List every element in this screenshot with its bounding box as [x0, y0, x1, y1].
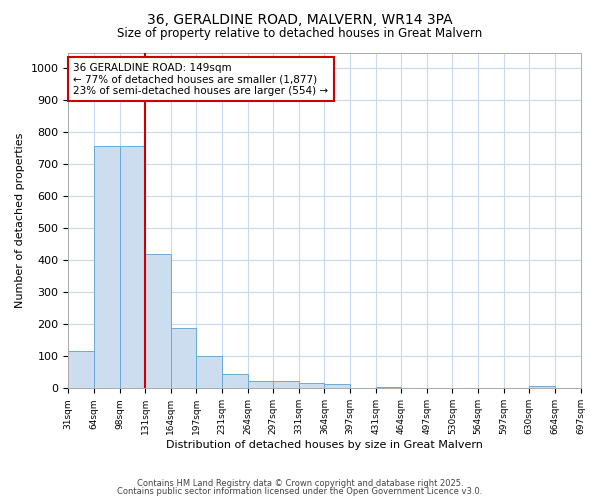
Text: Contains public sector information licensed under the Open Government Licence v3: Contains public sector information licen… [118, 487, 482, 496]
Y-axis label: Number of detached properties: Number of detached properties [15, 132, 25, 308]
Bar [145, 254, 171, 388]
Bar [119, 146, 145, 388]
Bar [196, 356, 222, 388]
Bar [325, 384, 350, 388]
Bar [68, 350, 94, 389]
Bar [222, 374, 248, 388]
Bar [529, 386, 555, 388]
Text: 36, GERALDINE ROAD, MALVERN, WR14 3PA: 36, GERALDINE ROAD, MALVERN, WR14 3PA [147, 12, 453, 26]
Text: 36 GERALDINE ROAD: 149sqm
← 77% of detached houses are smaller (1,877)
23% of se: 36 GERALDINE ROAD: 149sqm ← 77% of detac… [73, 62, 329, 96]
Bar [171, 328, 196, 388]
Bar [376, 386, 401, 388]
Bar [94, 146, 119, 388]
X-axis label: Distribution of detached houses by size in Great Malvern: Distribution of detached houses by size … [166, 440, 483, 450]
Text: Contains HM Land Registry data © Crown copyright and database right 2025.: Contains HM Land Registry data © Crown c… [137, 478, 463, 488]
Bar [299, 382, 325, 388]
Text: Size of property relative to detached houses in Great Malvern: Size of property relative to detached ho… [118, 28, 482, 40]
Bar [273, 382, 299, 388]
Bar [248, 382, 273, 388]
